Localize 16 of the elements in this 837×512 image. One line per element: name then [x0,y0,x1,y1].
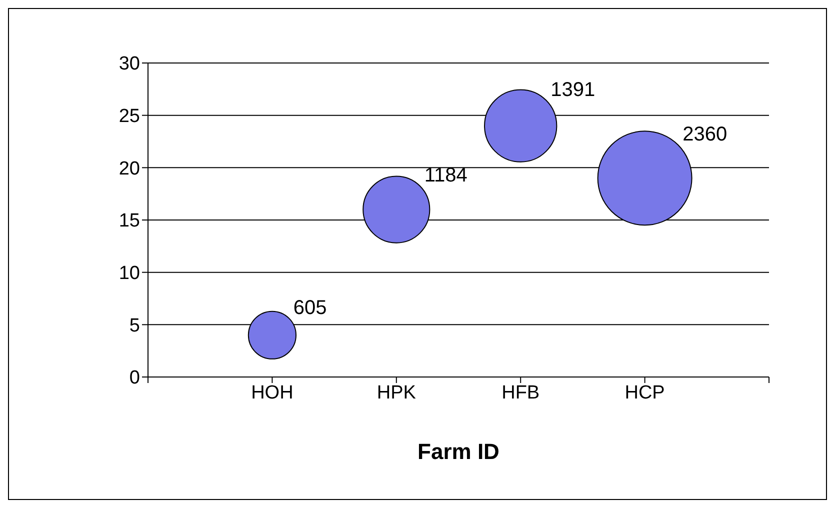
x-tick-label: HCP [624,382,665,404]
x-tick-label: HPK [376,382,416,404]
x-tick-label: HFB [502,382,540,404]
data-label: 2360 [682,123,728,146]
x-tick-label: HOH [251,382,294,404]
data-label: 605 [293,297,327,319]
x-axis-title: Farm ID [418,439,500,464]
y-tick-label: 10 [118,263,140,284]
y-tick-label: 30 [118,54,140,75]
y-tick-label: 5 [129,315,140,336]
data-label: 1184 [424,164,468,187]
y-tick-label: 20 [118,158,140,180]
data-label: 1391 [550,78,596,101]
y-tick-label: 0 [129,368,140,389]
y-tick-label: 15 [118,210,140,232]
y-tick-label: 25 [118,106,140,128]
